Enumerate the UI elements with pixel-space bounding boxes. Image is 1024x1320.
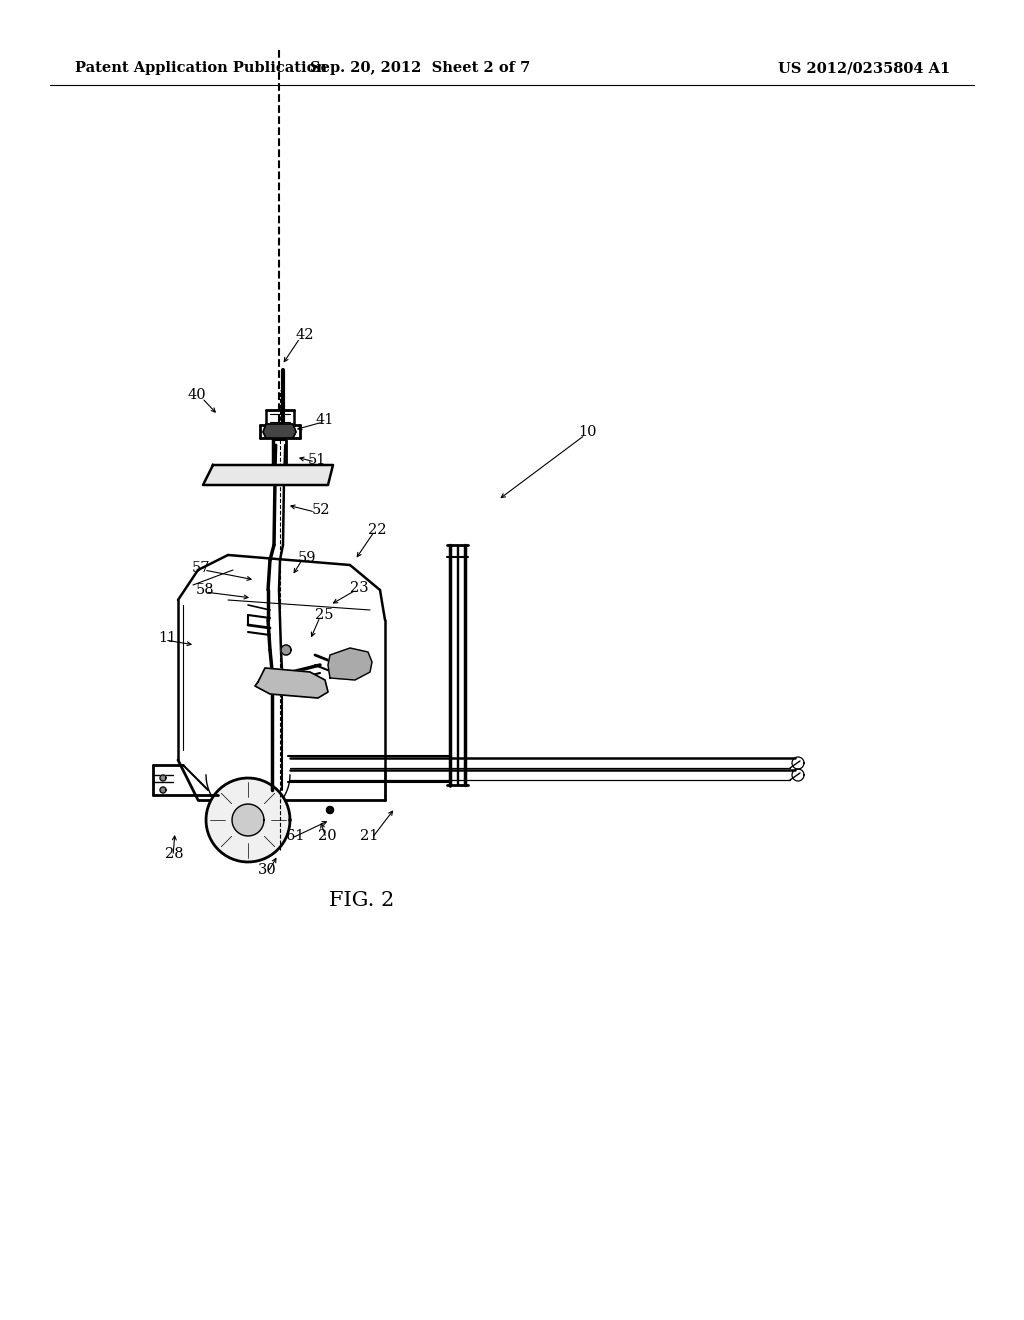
Text: 52: 52	[312, 503, 331, 517]
Text: 11: 11	[158, 631, 176, 645]
Polygon shape	[327, 807, 334, 813]
Text: 22: 22	[368, 523, 386, 537]
Polygon shape	[203, 465, 333, 484]
Text: FIG. 2: FIG. 2	[330, 891, 394, 909]
Text: 59: 59	[298, 550, 316, 565]
Text: 51: 51	[308, 453, 327, 467]
Text: 23: 23	[350, 581, 369, 595]
Text: 21: 21	[360, 829, 379, 843]
Polygon shape	[160, 775, 166, 781]
Text: 28: 28	[165, 847, 183, 861]
Text: 20: 20	[318, 829, 337, 843]
Text: US 2012/0235804 A1: US 2012/0235804 A1	[778, 61, 950, 75]
Text: Sep. 20, 2012  Sheet 2 of 7: Sep. 20, 2012 Sheet 2 of 7	[310, 61, 530, 75]
Text: 25: 25	[315, 609, 334, 622]
Polygon shape	[263, 424, 296, 438]
Polygon shape	[281, 645, 291, 655]
Text: 30: 30	[258, 863, 276, 876]
Text: 40: 40	[188, 388, 207, 403]
Polygon shape	[206, 777, 290, 862]
Text: 41: 41	[315, 413, 334, 426]
Text: Patent Application Publication: Patent Application Publication	[75, 61, 327, 75]
Polygon shape	[232, 804, 264, 836]
Text: 10: 10	[578, 425, 597, 440]
Text: 61: 61	[286, 829, 304, 843]
Polygon shape	[255, 668, 328, 698]
Text: 58: 58	[196, 583, 215, 597]
Polygon shape	[328, 648, 372, 680]
Polygon shape	[160, 787, 166, 793]
Text: 57: 57	[193, 561, 211, 576]
Text: 42: 42	[295, 327, 313, 342]
